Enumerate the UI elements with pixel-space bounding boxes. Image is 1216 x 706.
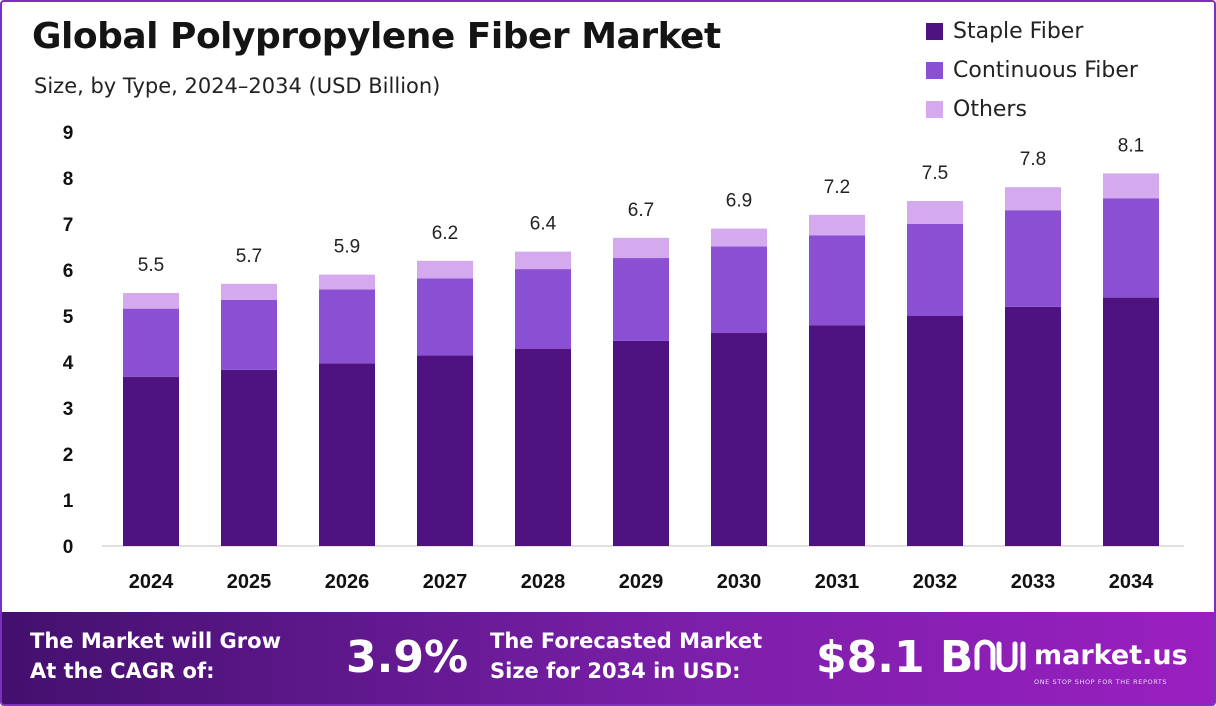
bar-segment-others [1005, 187, 1061, 211]
brand-tagline: ONE STOP SHOP FOR THE REPORTS [1034, 678, 1168, 686]
legend-label-continuous: Continuous Fiber [953, 58, 1138, 83]
cagr-label: The Market will Grow At the CAGR of: [30, 626, 281, 686]
bar-segment-continuous-fiber [221, 299, 277, 370]
bar-segment-continuous-fiber [1005, 210, 1061, 307]
legend-item-staple-fiber: Staple Fiber [926, 12, 1138, 51]
bar-segment-staple-fiber [809, 325, 865, 546]
chart-subtitle: Size, by Type, 2024–2034 (USD Billion) [34, 74, 441, 98]
y-tick-label: 8 [63, 169, 74, 190]
y-tick-label: 0 [63, 537, 74, 558]
bar-segment-continuous-fiber [711, 246, 767, 334]
x-tick-label: 2034 [1109, 571, 1154, 593]
y-tick-label: 3 [63, 399, 74, 420]
bar-segment-continuous-fiber [613, 258, 669, 341]
legend-swatch-continuous [926, 62, 943, 79]
x-tick-label: 2033 [1011, 571, 1056, 593]
brand-name: market.us [1034, 639, 1188, 671]
bar-segment-staple-fiber [1103, 297, 1159, 546]
bar-total-label: 6.7 [628, 200, 654, 221]
x-tick-label: 2032 [913, 571, 958, 593]
footer-banner: The Market will Grow At the CAGR of: 3.9… [2, 612, 1214, 704]
bar-total-label: 6.2 [432, 223, 458, 244]
bar-segment-continuous-fiber [1103, 198, 1159, 298]
bar-segment-others [907, 201, 963, 224]
bar-segment-continuous-fiber [515, 269, 571, 349]
bar-total-label: 6.4 [530, 214, 557, 235]
bar-segment-staple-fiber [221, 369, 277, 546]
y-tick-label: 5 [63, 307, 74, 328]
bar-segment-staple-fiber [417, 355, 473, 546]
y-tick-label: 7 [63, 215, 74, 236]
y-tick-label: 9 [63, 123, 74, 144]
x-tick-label: 2024 [129, 571, 174, 593]
bar-segment-others [613, 237, 669, 259]
bar-total-label: 5.9 [334, 237, 360, 258]
x-tick-label: 2031 [815, 571, 860, 593]
bar-total-label: 7.5 [922, 163, 948, 184]
bar-segment-others [417, 260, 473, 279]
bar-total-label: 5.7 [236, 246, 262, 267]
bar-segment-others [711, 228, 767, 247]
bar-segment-staple-fiber [1005, 306, 1061, 546]
market-size-label-line-2: Size for 2034 in USD: [490, 659, 741, 683]
bar-segment-others [809, 214, 865, 236]
bar-segment-staple-fiber [613, 340, 669, 546]
legend: Staple Fiber Continuous Fiber Others [926, 12, 1138, 129]
brand-logo: market.us ONE STOP SHOP FOR THE REPORTS [974, 638, 1188, 686]
y-tick-label: 6 [63, 261, 74, 282]
cagr-label-line-2: At the CAGR of: [30, 659, 215, 683]
bar-segment-staple-fiber [123, 376, 179, 546]
bar-total-label: 7.8 [1020, 149, 1046, 170]
y-tick-label: 4 [63, 353, 74, 374]
market-size-label: The Forecasted Market Size for 2034 in U… [490, 626, 762, 686]
x-tick-label: 2030 [717, 571, 762, 593]
market-us-logo-icon [974, 639, 1026, 672]
legend-label-staple: Staple Fiber [953, 19, 1084, 44]
bar-total-label: 5.5 [138, 255, 164, 276]
bar-segment-others [319, 274, 375, 290]
y-tick-label: 2 [63, 445, 74, 466]
bar-total-label: 6.9 [726, 191, 752, 212]
bar-segment-others [221, 283, 277, 300]
bar-segment-others [515, 251, 571, 270]
legend-label-others: Others [953, 97, 1027, 122]
x-tick-label: 2027 [423, 571, 468, 593]
market-size-label-line-1: The Forecasted Market [490, 629, 763, 653]
bar-segment-continuous-fiber [809, 235, 865, 326]
bar-segment-continuous-fiber [907, 224, 963, 316]
cagr-value: 3.9% [346, 632, 469, 683]
bar-segment-others [123, 293, 179, 309]
legend-swatch-others [926, 101, 943, 118]
bar-segment-staple-fiber [319, 363, 375, 546]
y-tick-label: 1 [63, 491, 74, 512]
x-tick-label: 2028 [521, 571, 566, 593]
bar-segment-others [1103, 173, 1159, 199]
legend-item-others: Others [926, 90, 1138, 129]
x-tick-label: 2025 [227, 571, 272, 593]
bar-total-label: 7.2 [824, 177, 850, 198]
x-tick-label: 2026 [325, 571, 370, 593]
stacked-bar-chart: 0 1 2 3 4 5 6 7 8 9 5.5 2024 5.7 2025 5.9 2026 6.2 2027 6.… [63, 123, 1184, 593]
bar-segment-staple-fiber [711, 333, 767, 546]
cagr-label-line-1: The Market will Grow [30, 629, 281, 653]
legend-item-continuous-fiber: Continuous Fiber [926, 51, 1138, 90]
bar-segment-staple-fiber [907, 316, 963, 546]
x-tick-label: 2029 [619, 571, 664, 593]
bar-segment-continuous-fiber [123, 308, 179, 377]
legend-swatch-staple [926, 23, 943, 40]
chart-title: Global Polypropylene Fiber Market [32, 16, 721, 57]
market-size-value: $8.1 B [816, 632, 974, 683]
bar-segment-continuous-fiber [417, 278, 473, 356]
bar-segment-continuous-fiber [319, 289, 375, 364]
bar-total-label: 8.1 [1118, 135, 1144, 156]
bar-segment-staple-fiber [515, 348, 571, 546]
